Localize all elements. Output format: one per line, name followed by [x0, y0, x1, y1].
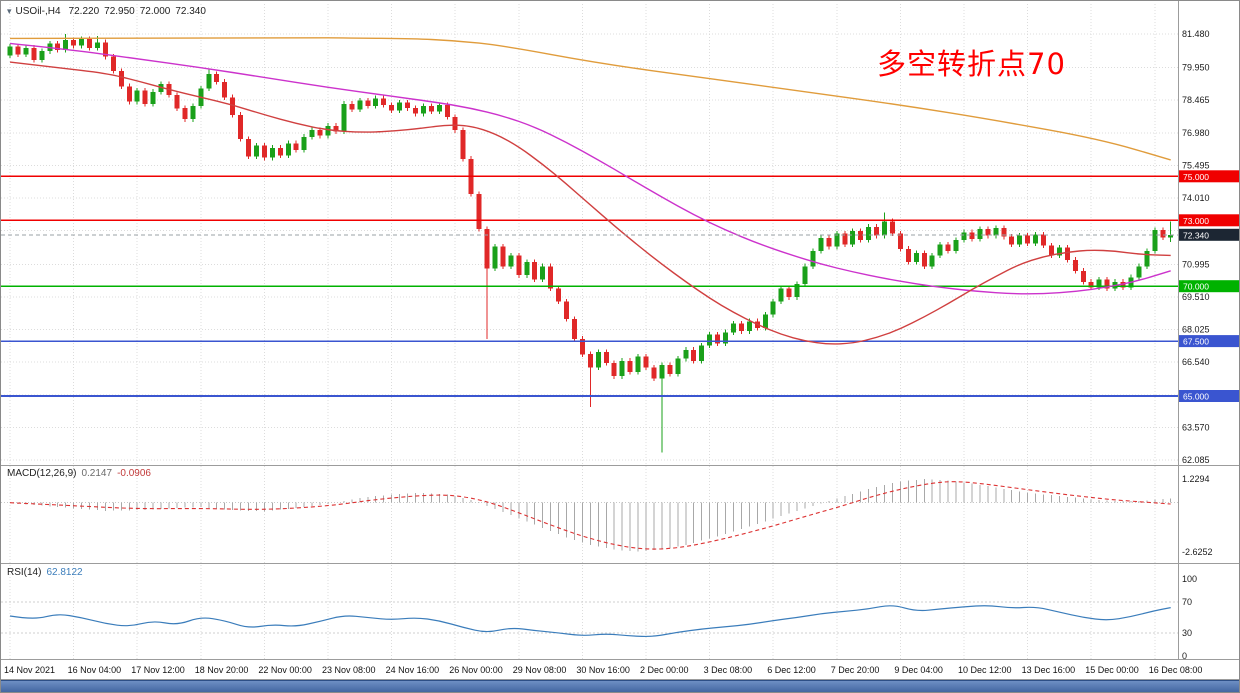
- rsi-value: 62.8122: [46, 567, 83, 578]
- time-axis-labels[interactable]: 14 Nov 2021 16 Nov 04:00 17 Nov 12:00 18 No…: [4, 665, 1202, 675]
- svg-text:24 Nov 16:00: 24 Nov 16:00: [386, 665, 440, 675]
- collapse-icon[interactable]: ▾: [7, 6, 12, 16]
- ohlc-close: 72.340: [175, 6, 206, 17]
- ohlc-low: 72.000: [139, 6, 171, 17]
- price-annotation: 多空转折点70: [877, 47, 1066, 81]
- svg-text:3 Dec 08:00: 3 Dec 08:00: [704, 665, 753, 675]
- svg-text:75.495: 75.495: [1182, 161, 1210, 171]
- svg-text:13 Dec 16:00: 13 Dec 16:00: [1022, 665, 1076, 675]
- ma-fast-red: [9, 61, 1171, 345]
- svg-text:70.995: 70.995: [1182, 259, 1210, 269]
- svg-text:6 Dec 12:00: 6 Dec 12:00: [767, 665, 816, 675]
- bottom-scrollbar[interactable]: [1, 680, 1239, 692]
- symbol-label: USOil-,H4: [15, 6, 61, 17]
- current-price-badge: [1179, 228, 1239, 241]
- svg-text:79.950: 79.950: [1182, 63, 1210, 73]
- panel-borders: [1, 1, 1239, 680]
- svg-text:17 Nov 12:00: 17 Nov 12:00: [131, 665, 185, 675]
- svg-text:9 Dec 04:00: 9 Dec 04:00: [894, 665, 943, 675]
- svg-text:16 Dec 08:00: 16 Dec 08:00: [1149, 665, 1203, 675]
- svg-text:26 Nov 00:00: 26 Nov 00:00: [449, 665, 503, 675]
- svg-text:73.000: 73.000: [1183, 216, 1209, 226]
- svg-text:22 Nov 00:00: 22 Nov 00:00: [258, 665, 312, 675]
- svg-text:7 Dec 20:00: 7 Dec 20:00: [831, 665, 880, 675]
- svg-text:2 Dec 00:00: 2 Dec 00:00: [640, 665, 689, 675]
- ohlc-high: 72.950: [104, 6, 135, 17]
- macd-main-value: 0.2147: [81, 468, 113, 479]
- svg-text:30: 30: [1182, 628, 1192, 638]
- ma-slow-orange: [9, 36, 1171, 161]
- price-badges: 75.000 73.000 70.000 67.500 65.000 72.340: [1179, 170, 1239, 402]
- rsi-name: RSI(14): [7, 567, 42, 578]
- svg-text:78.465: 78.465: [1182, 95, 1210, 105]
- svg-text:16 Nov 04:00: 16 Nov 04:00: [68, 665, 122, 675]
- svg-text:69.510: 69.510: [1182, 292, 1210, 302]
- macd-signal-value: -0.0906: [117, 468, 151, 479]
- price-axis-labels[interactable]: 81.480 79.950 78.465 76.980 75.495 74.010 70.9…: [1182, 29, 1210, 465]
- svg-text:67.500: 67.500: [1183, 337, 1209, 347]
- svg-text:-2.6252: -2.6252: [1182, 547, 1213, 557]
- svg-text:81.480: 81.480: [1182, 29, 1210, 39]
- svg-text:62.085: 62.085: [1182, 455, 1210, 465]
- svg-text:70: 70: [1182, 597, 1192, 607]
- svg-text:30 Nov 16:00: 30 Nov 16:00: [576, 665, 630, 675]
- svg-text:76.980: 76.980: [1182, 128, 1210, 138]
- svg-text:0: 0: [1182, 651, 1187, 661]
- svg-text:29 Nov 08:00: 29 Nov 08:00: [513, 665, 567, 675]
- macd-histogram: [9, 479, 1172, 552]
- rsi-level-lines: [1, 601, 1178, 634]
- chart-header: ▾ USOil-,H4 72.220 72.950 72.000 72.340: [7, 6, 211, 17]
- rsi-axis-labels: 100 70 30 0: [1182, 574, 1197, 661]
- rsi-label: RSI(14) 62.8122: [7, 567, 83, 578]
- rsi-line: [9, 605, 1171, 638]
- svg-text:14 Nov 2021: 14 Nov 2021: [4, 665, 55, 675]
- svg-text:18 Nov 20:00: 18 Nov 20:00: [195, 665, 249, 675]
- svg-text:63.570: 63.570: [1182, 422, 1210, 432]
- ohlc-open: 72.220: [68, 6, 100, 17]
- svg-text:66.540: 66.540: [1182, 357, 1210, 367]
- svg-text:70.000: 70.000: [1183, 282, 1209, 292]
- horizontal-level-lines[interactable]: [1, 175, 1178, 397]
- macd-axis-labels: 1.2294 -2.6252: [1182, 474, 1213, 557]
- svg-text:72.340: 72.340: [1183, 230, 1209, 240]
- macd-signal-line: [9, 481, 1171, 550]
- svg-text:74.010: 74.010: [1182, 193, 1210, 203]
- svg-text:15 Dec 00:00: 15 Dec 00:00: [1085, 665, 1139, 675]
- svg-text:10 Dec 12:00: 10 Dec 12:00: [958, 665, 1012, 675]
- svg-text:100: 100: [1182, 574, 1197, 584]
- ma-medium-magenta: [9, 42, 1171, 295]
- svg-text:23 Nov 08:00: 23 Nov 08:00: [322, 665, 376, 675]
- svg-text:75.000: 75.000: [1183, 172, 1209, 182]
- svg-text:68.025: 68.025: [1182, 325, 1210, 335]
- svg-text:65.000: 65.000: [1183, 392, 1209, 402]
- macd-label: MACD(12,26,9) 0.2147 -0.0906: [7, 468, 151, 479]
- svg-text:1.2294: 1.2294: [1182, 474, 1210, 484]
- macd-name: MACD(12,26,9): [7, 468, 77, 479]
